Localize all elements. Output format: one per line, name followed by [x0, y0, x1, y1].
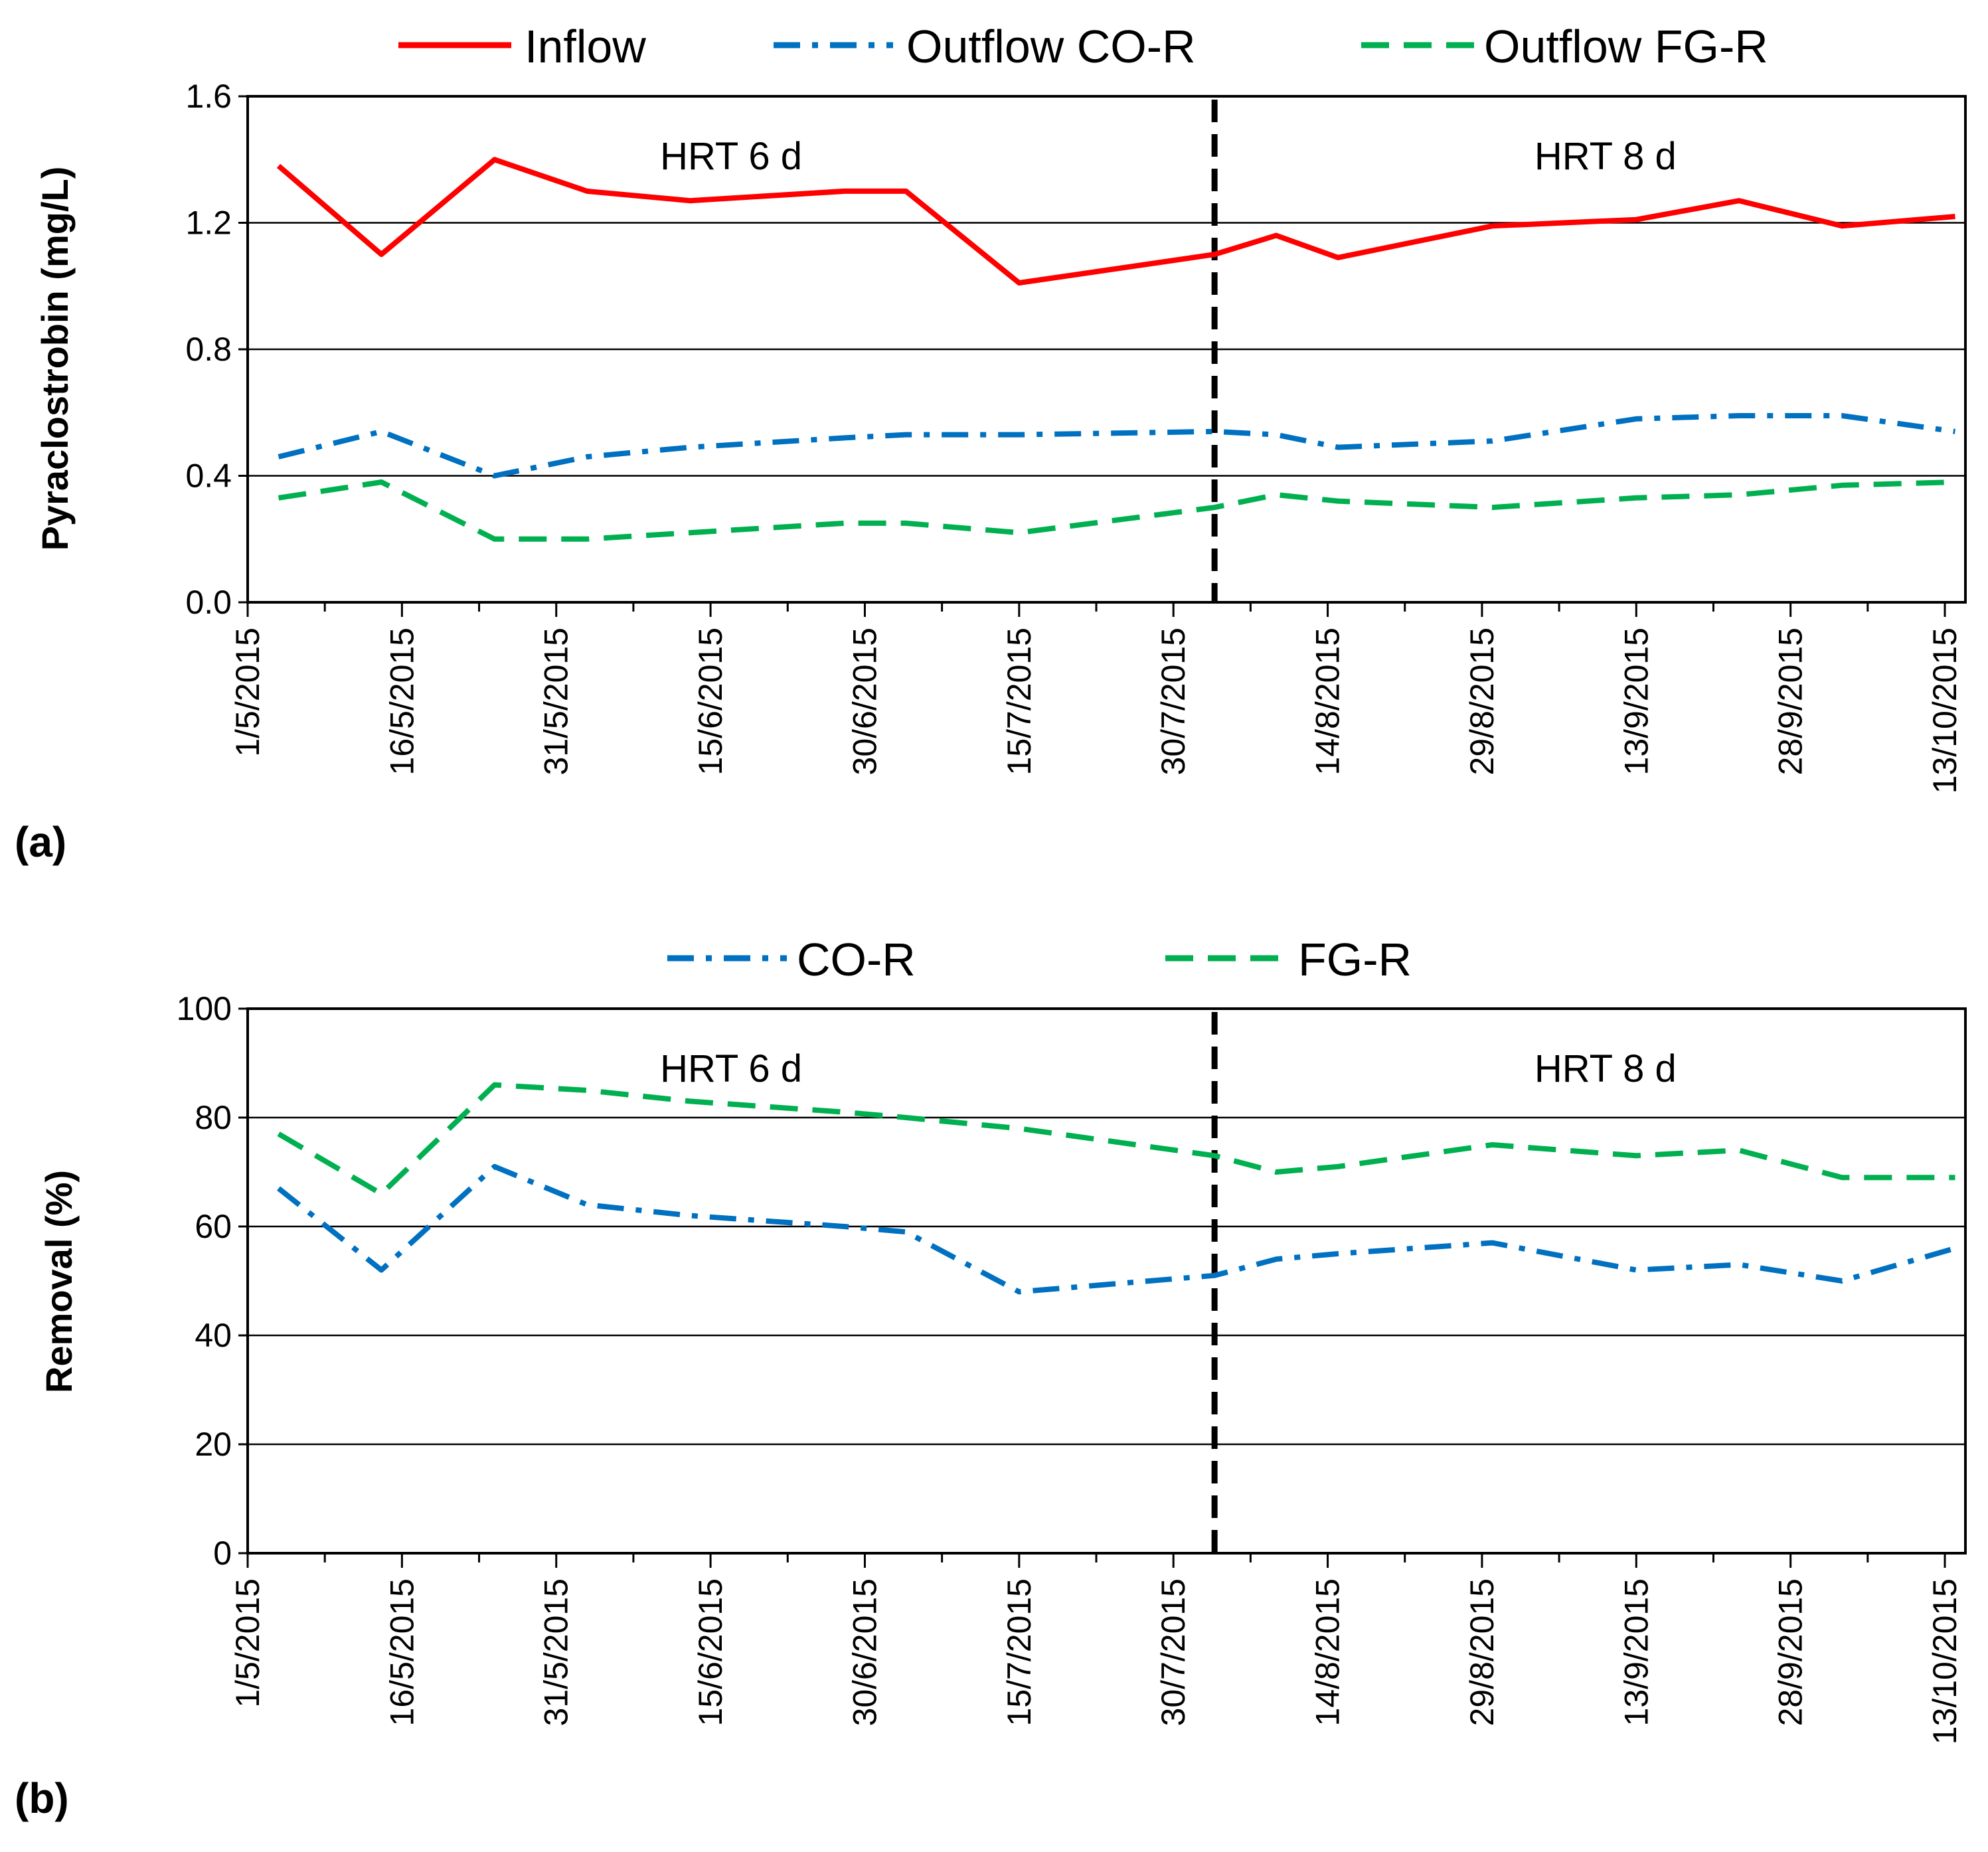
legend-label-co-r: CO-R: [797, 934, 916, 985]
panel-b-x-tick-label: 13/10/2015: [1926, 1578, 1963, 1744]
panel-a-x-tick-label: 15/7/2015: [1001, 628, 1038, 775]
panel-a-series-outflow-co-r: [278, 413, 1956, 479]
panel-a-y-axis-label: Pyraclostrobin (mg/L): [34, 167, 76, 551]
panel-b-y-tick-label: 20: [195, 1426, 232, 1463]
panel-b-x-tick-label: 1/5/2015: [229, 1578, 266, 1708]
panel-a-x-tick-label: 30/6/2015: [846, 628, 883, 775]
panel-b-y-ticks: 0 20 40 60 80 100: [177, 990, 248, 1572]
panel-a-x-ticks: 1/5/2015 16/5/2015 31/5/2015 15/6/2015 30/6/…: [229, 602, 1963, 794]
panel-b-x-tick-label: 29/8/2015: [1463, 1578, 1501, 1726]
panel-a-y-tick-label: 1.6: [185, 78, 232, 115]
panel-b-x-tick-label: 28/9/2015: [1772, 1578, 1809, 1726]
panel-a-annotation-hrt-6d: HRT 6 d: [660, 135, 802, 178]
panel-b-y-axis-label: Removal (%): [38, 1170, 80, 1393]
panel-a-legend: Inflow Outflow CO-R Outflow FG-R: [398, 21, 1768, 72]
panel-b-x-ticks: 1/5/2015 16/5/2015 31/5/2015 15/6/2015 30/6/…: [229, 1553, 1963, 1744]
legend-label-fg-r: FG-R: [1298, 934, 1412, 985]
legend-label-outflow-fg-r: Outflow FG-R: [1484, 21, 1768, 72]
panel-a-annotation-hrt-8d: HRT 8 d: [1534, 135, 1677, 178]
panel-b-annotation-hrt-8d: HRT 8 d: [1534, 1047, 1677, 1090]
panel-b-label: (b): [15, 1774, 69, 1822]
panel-b-y-tick-label: 80: [195, 1099, 232, 1136]
panel-b-y-tick-label: 100: [177, 990, 232, 1027]
panel-b-y-tick-label: 60: [195, 1208, 232, 1245]
panel-b-gridlines: [248, 1116, 1965, 1446]
panel-a-x-tick-label: 13/10/2015: [1926, 628, 1963, 794]
panel-a-gridlines: [248, 222, 1965, 477]
panel-a-x-tick-label: 14/8/2015: [1309, 628, 1347, 775]
panel-a-x-tick-label: 1/5/2015: [229, 628, 266, 757]
panel-a-x-tick-label: 31/5/2015: [538, 628, 575, 775]
panel-b-x-tick-label: 30/7/2015: [1155, 1578, 1192, 1726]
panel-b-legend: CO-R FG-R: [667, 934, 1412, 985]
legend-label-outflow-co-r: Outflow CO-R: [906, 21, 1196, 72]
panel-a-label: (a): [15, 818, 66, 866]
panel-a-series-inflow: [276, 157, 1955, 286]
panel-b-x-tick-label: 14/8/2015: [1309, 1578, 1347, 1726]
panel-b-x-tick-label: 15/6/2015: [692, 1578, 729, 1726]
panel-b-y-tick-label: 0: [213, 1535, 232, 1572]
panel-a-y-tick-label: 0.8: [185, 331, 232, 368]
panel-a-x-tick-label: 28/9/2015: [1772, 628, 1809, 775]
panel-b-x-tick-label: 15/7/2015: [1001, 1578, 1038, 1726]
panel-b-series-fg-r: [277, 1082, 1955, 1197]
panel-a-y-tick-label: 0.4: [185, 458, 232, 495]
panel-b-x-tick-label: 30/6/2015: [846, 1578, 883, 1726]
panel-a-series-outflow-fg-r: [278, 479, 1955, 542]
panel-b-y-tick-label: 40: [195, 1317, 232, 1354]
panel-b-series: [277, 1082, 1956, 1295]
panel-b-annotation-hrt-6d: HRT 6 d: [660, 1047, 802, 1090]
panel-b-x-tick-label: 13/9/2015: [1617, 1578, 1655, 1726]
panel-b: CO-R FG-R 0 20 40 60 80 100 1/5/2015 16/5/2015…: [15, 934, 1967, 1822]
panel-a-x-tick-label: 30/7/2015: [1155, 628, 1192, 775]
panel-b-x-tick-label: 31/5/2015: [538, 1578, 575, 1726]
panel-a-x-tick-label: 13/9/2015: [1617, 628, 1655, 775]
panel-b-plot-area: [246, 1007, 1967, 1555]
legend-label-inflow: Inflow: [525, 21, 646, 72]
panel-b-series-co-r: [277, 1163, 1956, 1295]
panel-a-x-tick-label: 29/8/2015: [1463, 628, 1501, 775]
panel-b-x-tick-label: 16/5/2015: [383, 1578, 420, 1726]
panel-a-series: [276, 157, 1956, 542]
panel-a-x-tick-label: 15/6/2015: [692, 628, 729, 775]
panel-a-y-tick-label: 0.0: [185, 584, 232, 621]
panel-a-y-ticks: 0.0 0.4 0.8 1.2 1.6: [185, 78, 248, 621]
panel-a: Inflow Outflow CO-R Outflow FG-R 0.00.40…: [15, 21, 1967, 866]
panel-a-x-tick-label: 16/5/2015: [383, 628, 420, 775]
panel-a-y-tick-label: 1.2: [185, 205, 232, 242]
